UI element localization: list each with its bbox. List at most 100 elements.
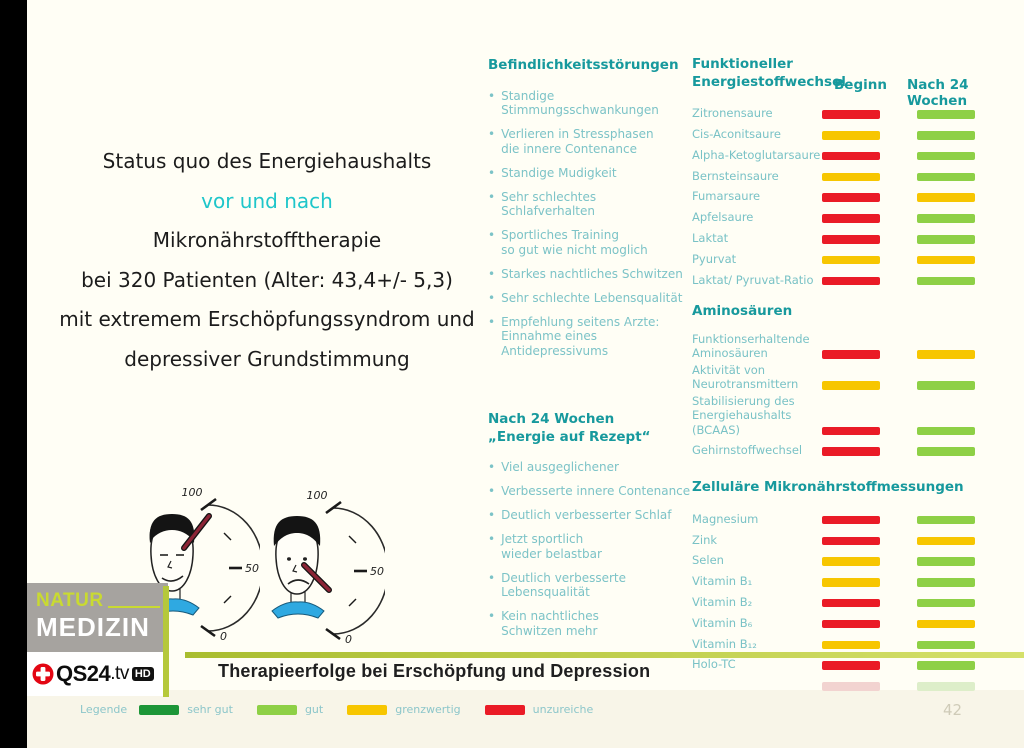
bullet-icon: • [488, 290, 496, 305]
row-label: Gehirnstoffwechsel [692, 443, 803, 458]
row-label: Funktionserhaltende Aminosäuren [692, 331, 810, 361]
row-label [692, 693, 822, 695]
legend-swatch-red [484, 704, 525, 715]
results-section: Zelluläre Mikronährstoffmessungen Magnesi… [692, 479, 1012, 695]
vertical-lime-line [163, 586, 169, 697]
gauge-label-100: 100 [307, 489, 328, 502]
bullet-icon: • [488, 532, 496, 546]
legend-label: grenzwertig [395, 703, 461, 716]
status-bar-nach [916, 640, 975, 650]
tv-logo-text: .tv [110, 663, 129, 684]
status-bar-nach [916, 381, 975, 390]
cell-nach-24-wochen [916, 214, 1012, 227]
table-row: Laktat/ Pyruvat-Ratio [692, 268, 1012, 289]
face-outline [275, 523, 319, 595]
gauge-label-0: 0 [345, 633, 352, 646]
cell-nach-24-wochen [916, 350, 1012, 363]
table-row: Vitamin B₁₂ [692, 632, 1012, 653]
table-row: Stabilisierung des Energiehaushalts (BCA… [692, 394, 1012, 440]
status-bar-nach [916, 193, 975, 202]
cell-beginn [821, 255, 917, 269]
cell-nach-24-wochen [916, 619, 1012, 633]
symptoms-block: Befindlichkeitsstörungen • Standige Stimm… [488, 57, 692, 368]
list-item: • Sehr schlechtes Schlafverhalten [488, 190, 692, 219]
after-heading: Nach 24 Wochen „Energie auf Rezept“ [488, 411, 651, 445]
cell-nach-24-wochen [916, 193, 1012, 206]
row-label: Vitamin B₂ [692, 594, 753, 609]
status-bar-nach [916, 557, 975, 566]
gauge-label-100: 100 [182, 486, 203, 499]
status-bar-beginn [821, 172, 880, 182]
cell-nach-24-wochen [916, 682, 1012, 695]
after-list: • Viel ausgeglichener • Verbesserte innere … [488, 460, 698, 638]
cell-beginn [821, 640, 917, 654]
natur-logo-text: NATUR [36, 590, 104, 611]
bullet-icon: • [488, 570, 496, 585]
table-row: Zink [692, 528, 1012, 549]
legend-item: sehr gut [139, 703, 233, 716]
hair [273, 516, 321, 546]
table-row: Magnesium [692, 507, 1012, 528]
row-label: Selen [692, 553, 724, 568]
row-label: Laktat/ Pyruvat-Ratio [692, 272, 814, 287]
row-label: Fumarsaure [692, 189, 761, 204]
row-label: Magnesium [692, 511, 759, 526]
episode-caption: Therapieerfolge bei Erschöpfung und Depr… [218, 661, 651, 681]
status-bar-nach [916, 598, 975, 608]
row-label: Stabilisierung des Energiehaushalts (BCA… [692, 393, 795, 437]
list-item-text: Standige Stimmungsschwankungen [501, 88, 659, 118]
status-bar-beginn [821, 110, 880, 119]
status-bar-beginn [821, 350, 880, 359]
cell-nach-24-wochen [916, 255, 1012, 269]
legend-label: gut [304, 703, 324, 716]
cell-beginn [821, 447, 917, 460]
status-bar-beginn [821, 255, 880, 265]
cell-nach-24-wochen [916, 276, 1012, 290]
title-line-5: mit extremem Erschöpfungssyndrom und [59, 307, 475, 331]
cell-beginn [821, 598, 917, 612]
eye [303, 557, 307, 561]
list-item-text: Kein nachtliches Schwitzen mehr [501, 609, 599, 638]
table-row: Laktat [692, 227, 1012, 248]
list-item-text: Deutlich verbesserte Lebensqualität [501, 570, 627, 600]
color-legend: Legende sehr gut gut grenzwertig unzureiche [80, 703, 593, 716]
list-item-text: Sehr schlechtes Schlafverhalten [501, 189, 597, 219]
status-bar-nach [916, 276, 975, 286]
list-item: • Starkes nachtliches Schwitzen [488, 267, 692, 282]
cell-beginn [821, 193, 917, 206]
status-bar-beginn [821, 640, 880, 650]
status-bar-nach [916, 536, 975, 546]
row-label: Pyurvat [692, 251, 737, 266]
cell-nach-24-wochen [916, 661, 1012, 674]
cell-beginn [821, 276, 917, 290]
table-row: Aktivität von Neurotransmittern [692, 363, 1012, 394]
list-item: • Standige Mudigkeit [488, 166, 692, 181]
list-item-text: Sehr schlechte Lebensqualität [501, 290, 683, 305]
status-bar-nach [916, 350, 975, 359]
bullet-icon: • [488, 127, 496, 141]
status-bar-nach [916, 619, 975, 629]
cell-nach-24-wochen [916, 172, 1012, 186]
list-item: • Sehr schlechte Lebensqualität [488, 291, 692, 306]
row-label: Vitamin B₆ [692, 615, 753, 630]
bullet-icon: • [488, 165, 496, 180]
cell-beginn [821, 515, 917, 529]
cell-beginn [821, 661, 917, 674]
row-label: Cis-Aconitsaure [692, 127, 782, 142]
status-bar-beginn [821, 131, 880, 140]
row-label: Bernsteinsaure [692, 168, 779, 183]
cell-nach-24-wochen [916, 131, 1012, 144]
page-number: 42 [943, 701, 963, 719]
gauge-label-50: 50 [245, 562, 259, 575]
bullet-icon: • [488, 228, 496, 242]
needle-low [302, 563, 331, 592]
list-item-text: Starkes nachtliches Schwitzen [501, 266, 683, 281]
row-label: Apfelsaure [692, 210, 754, 225]
cell-beginn [821, 235, 917, 248]
bullet-icon: • [488, 314, 496, 329]
gauge-sad-face: 100 50 0 [271, 489, 385, 646]
cell-beginn [821, 172, 917, 186]
bullet-icon: • [488, 508, 496, 522]
frown-mouth [287, 579, 310, 585]
